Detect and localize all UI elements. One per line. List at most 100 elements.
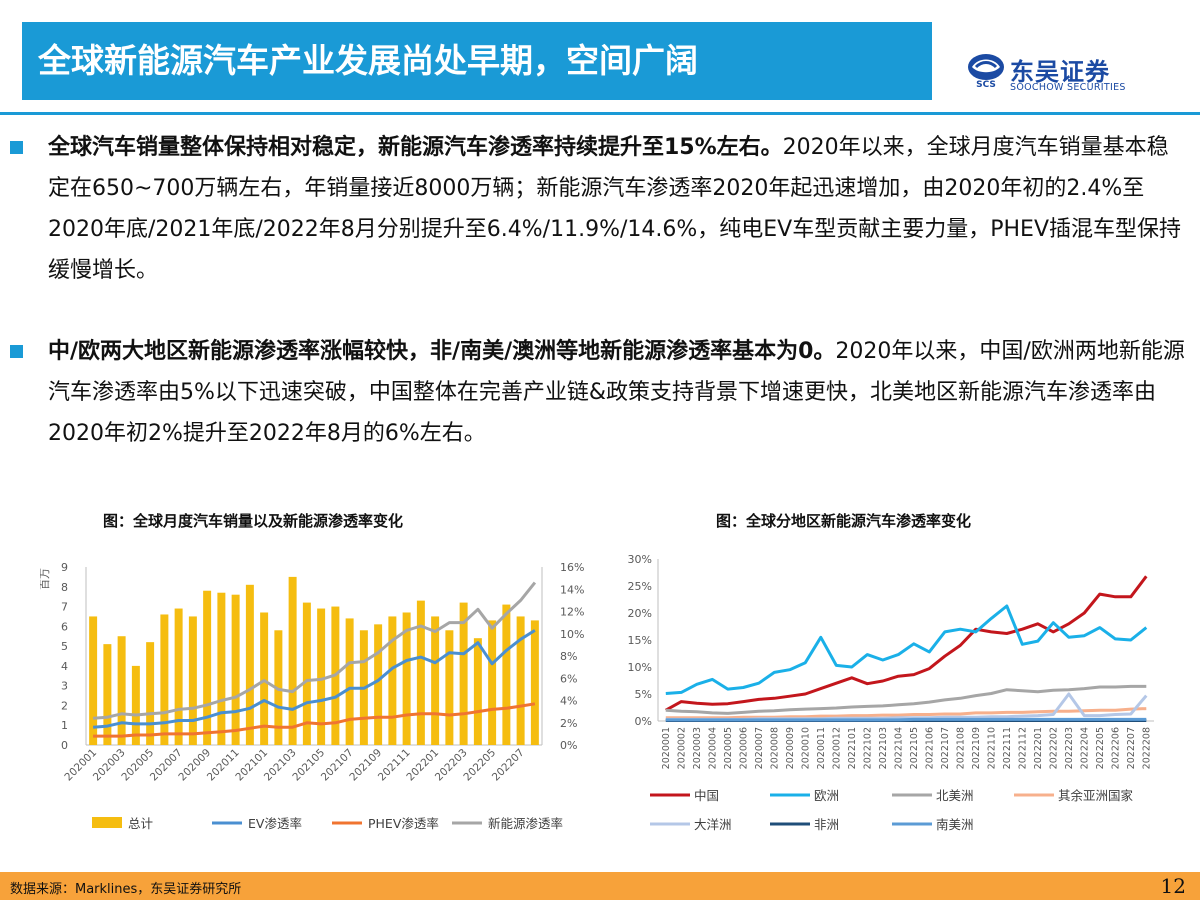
x-tick-label: 2022105 [909,727,920,769]
global-sales-penetration-chart: 01234567890%2%4%6%8%10%12%14%16%百万202001… [40,561,584,831]
logo-name-cn: 东吴证券 [1010,58,1110,86]
legend-label: 中国 [694,788,719,803]
x-tick-label: 2022104 [893,727,904,769]
legend-label: 非洲 [814,817,839,832]
bar-total [530,620,539,745]
y-tick-label: 1 [61,719,68,732]
series-line-PHEV渗透率 [93,702,536,738]
bullet-square-icon [10,345,23,358]
x-tick-label: 2022102 [862,727,873,769]
x-tick-label: 2020008 [769,727,780,769]
series-line-北美洲 [665,684,1147,715]
series-line-新能源渗透率 [92,581,537,720]
bar-total [516,616,525,745]
x-tick-label: 2022112 [1017,727,1028,769]
x-tick-label: 2020005 [723,727,734,769]
y-tick-label: 10% [628,661,652,674]
y-tick-label: 3 [61,680,68,693]
x-tick-label: 2022103 [878,727,889,769]
series-line-欧洲 [665,604,1148,695]
x-tick-label: 2020010 [800,727,811,769]
bar-total [488,620,497,745]
y2-tick-label: 2% [560,717,577,730]
logo-mark-text: SCS [976,80,996,88]
x-tick-label: 2022111 [1002,727,1013,769]
bar-total [317,608,326,745]
bar-total [416,600,425,745]
series-line-其余亚洲国家 [665,707,1147,720]
legend-label: 欧洲 [814,788,839,803]
y-tick-label: 9 [61,561,68,574]
bar-total [445,630,454,745]
bar-total [260,612,269,745]
bullet-body-text: 2020年以来，全球月度汽车销量基本稳定在650~700万辆左右，年销量接近80… [48,135,1181,283]
x-tick-label: 2022205 [1095,727,1106,769]
x-tick-label: 2022204 [1079,727,1090,769]
legend-label: 大洋洲 [694,817,732,832]
header-divider [0,112,1200,115]
footer-bar: 数据来源：Marklines，东吴证券研究所 12 [0,872,1200,900]
bar-total [302,602,311,745]
y-tick-label: 30% [628,553,652,566]
x-tick-label: 2022101 [847,727,858,769]
bar-total [388,616,397,745]
y2-tick-label: 16% [560,561,584,574]
x-tick-label: 2022206 [1110,727,1121,769]
x-tick-label: 2022202 [1048,727,1059,769]
legend-label: 其余亚洲国家 [1058,788,1134,803]
x-tick-label: 2020012 [831,727,842,769]
x-tick-label: 2022201 [1033,727,1044,769]
bar-total [231,594,240,745]
x-tick-label: 2022208 [1141,727,1152,769]
figure-title-right: 图：全球分地区新能源汽车渗透率变化 [716,512,972,530]
x-tick-label: 2022107 [940,727,951,769]
y-tick-label: 25% [628,580,652,593]
figure-title-left: 图：全球月度汽车销量以及新能源渗透率变化 [103,512,404,530]
x-tick-label: 2020009 [785,727,796,769]
x-tick-label: 2022110 [986,727,997,769]
company-logo: SCS 东吴证券 SOOCHOW SECURITIES [966,50,1146,96]
bar-total [188,616,197,745]
logo-name-en: SOOCHOW SECURITIES [1010,82,1126,93]
legend-label: 南美洲 [936,817,974,832]
bar-total [160,614,169,745]
x-tick-label: 2020006 [738,727,749,769]
bar-total [131,665,140,745]
x-tick-label: 202207 [490,747,527,784]
bar-total [473,638,482,745]
y-tick-label: 4 [61,660,68,673]
data-source: 数据来源：Marklines，东吴证券研究所 [10,882,242,897]
y2-tick-label: 0% [560,739,577,752]
legend-label: 北美洲 [936,788,974,803]
y-tick-label: 5% [635,688,652,701]
y2-tick-label: 4% [560,695,577,708]
regional-penetration-chart: 0% 5% 10% 15% 20% 25% 30% 2020001 2020002 2020003… [628,553,1154,832]
y2-tick-label: 10% [560,628,584,641]
x-tick-label: 2022109 [971,727,982,769]
legend-label: PHEV渗透率 [368,816,439,831]
legend-label: EV渗透率 [248,816,302,831]
series-line-EV渗透率 [92,629,536,729]
series-line-南美洲 [665,717,1147,722]
bar-total [288,576,297,745]
bar-total [402,612,411,745]
bar-total [245,584,254,745]
bar-total [502,604,511,745]
x-tick-label: 2020007 [754,727,765,769]
x-tick-label: 2022203 [1064,727,1075,769]
y-tick-label: 0 [61,739,68,752]
bullet-square-icon [10,141,23,154]
y-tick-label: 0% [635,715,652,728]
page-number: 12 [1160,874,1186,898]
bullet-bold-text: 全球汽车销量整体保持相对稳定，新能源汽车渗透率持续提升至15%左右。 [48,135,783,160]
y-tick-label: 8 [61,581,68,594]
y-tick-label: 15% [628,634,652,647]
x-tick-label: 2020001 [661,727,672,769]
page-title: 全球新能源汽车产业发展尚处早期，空间广阔 [38,41,698,80]
bar-total [431,616,440,745]
x-tick-label: 2022207 [1126,727,1137,769]
bar-total [345,618,354,745]
legend-label: 新能源渗透率 [488,816,563,831]
bar-total [89,616,98,745]
bar-total [117,636,126,745]
